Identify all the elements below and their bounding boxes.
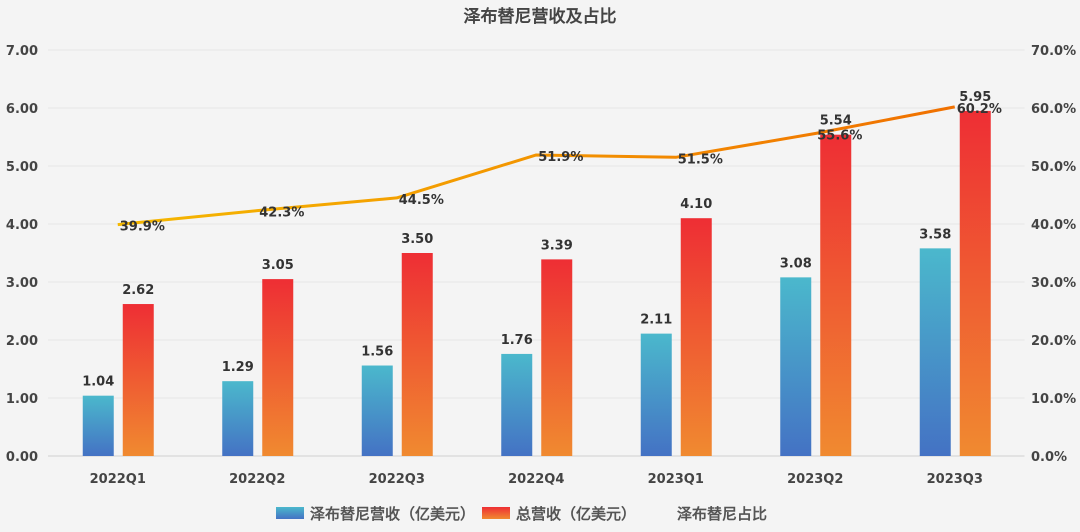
data-label-share: 39.9% xyxy=(120,220,165,235)
data-label-share: 55.6% xyxy=(817,129,862,144)
bar-total xyxy=(680,218,712,456)
y-right-tick-label: 20.0% xyxy=(1031,334,1076,349)
y-left-tick-label: 4.00 xyxy=(6,218,38,233)
x-tick-label: 2022Q1 xyxy=(90,472,146,487)
y-right-tick-label: 40.0% xyxy=(1031,218,1076,233)
y-left-tick-label: 0.00 xyxy=(6,450,38,465)
legend-swatch-total xyxy=(482,507,510,519)
y-left-tick-label: 2.00 xyxy=(6,334,38,349)
y-left-tick-label: 3.00 xyxy=(6,276,38,291)
bar-zanubrutinib xyxy=(361,365,393,456)
y-left-tick-label: 5.00 xyxy=(6,160,38,175)
y-left-tick-label: 1.00 xyxy=(6,392,38,407)
data-label-total: 3.39 xyxy=(541,238,573,253)
y-right-tick-label: 0.0% xyxy=(1031,450,1067,465)
x-tick-label: 2023Q1 xyxy=(648,472,704,487)
bar-total xyxy=(820,134,852,456)
x-tick-label: 2022Q3 xyxy=(369,472,425,487)
legend: 泽布替尼营收（亿美元） 总营收（亿美元） 泽布替尼占比 xyxy=(276,505,767,523)
y-left-tick-label: 6.00 xyxy=(6,102,38,117)
bar-zanubrutinib xyxy=(780,277,812,456)
data-label-zanubrutinib: 1.56 xyxy=(361,345,393,360)
x-tick-label: 2023Q3 xyxy=(927,472,983,487)
data-label-total: 3.50 xyxy=(401,232,433,247)
data-label-total: 2.62 xyxy=(122,283,154,298)
data-label-zanubrutinib: 3.58 xyxy=(919,227,951,242)
data-label-share: 60.2% xyxy=(957,102,1002,117)
data-label-total: 3.05 xyxy=(262,258,294,273)
data-label-share: 44.5% xyxy=(399,193,444,208)
legend-label-total: 总营收（亿美元） xyxy=(516,505,636,523)
legend-label-zanubrutinib: 泽布替尼营收（亿美元） xyxy=(310,505,475,523)
legend-swatch-zanubrutinib xyxy=(276,507,304,519)
data-label-share: 51.9% xyxy=(538,150,583,165)
bar-total xyxy=(401,253,433,456)
y-right-tick-label: 50.0% xyxy=(1031,160,1076,175)
chart-title: 泽布替尼营收及占比 xyxy=(464,6,617,27)
data-label-zanubrutinib: 3.08 xyxy=(780,256,812,271)
bar-total xyxy=(541,259,573,456)
data-label-total: 5.95 xyxy=(959,90,991,105)
data-label-total: 4.10 xyxy=(680,197,712,212)
data-label-share: 51.5% xyxy=(678,152,723,167)
data-label-zanubrutinib: 1.29 xyxy=(222,360,254,375)
x-tick-label: 2022Q4 xyxy=(508,472,564,487)
bar-zanubrutinib xyxy=(82,395,114,456)
bar-zanubrutinib xyxy=(919,248,951,456)
bar-total xyxy=(959,110,991,457)
y-right-tick-label: 60.0% xyxy=(1031,102,1076,117)
x-tick-label: 2022Q2 xyxy=(229,472,285,487)
legend-label-share: 泽布替尼占比 xyxy=(677,505,767,523)
data-label-share: 42.3% xyxy=(259,206,304,221)
y-right-tick-label: 70.0% xyxy=(1031,44,1076,59)
x-tick-label: 2023Q2 xyxy=(787,472,843,487)
data-label-zanubrutinib: 1.76 xyxy=(501,333,533,348)
line-share xyxy=(117,105,956,227)
y-left-tick-label: 7.00 xyxy=(6,44,38,59)
bar-zanubrutinib xyxy=(222,381,254,456)
data-label-zanubrutinib: 1.04 xyxy=(82,375,114,390)
bar-total xyxy=(122,304,154,456)
y-right-tick-label: 30.0% xyxy=(1031,276,1076,291)
y-right-tick-label: 10.0% xyxy=(1031,392,1076,407)
data-label-zanubrutinib: 2.11 xyxy=(640,313,672,328)
data-label-total: 5.54 xyxy=(820,114,852,129)
bar-zanubrutinib xyxy=(640,333,672,456)
bar-zanubrutinib xyxy=(501,353,533,456)
bar-total xyxy=(262,279,294,456)
